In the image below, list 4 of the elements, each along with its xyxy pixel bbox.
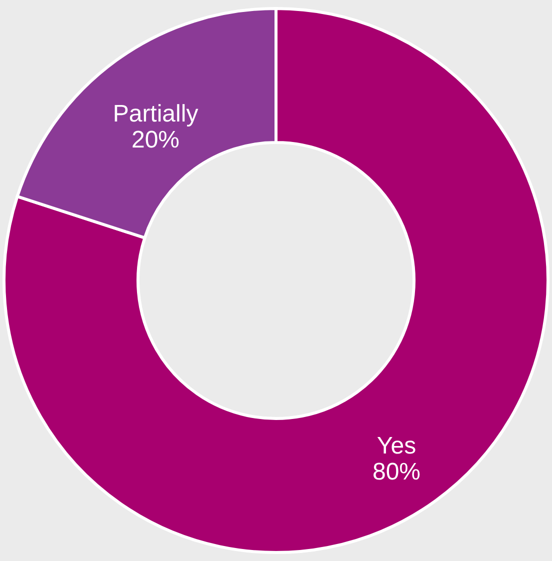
slice-label: Partially: [112, 100, 198, 128]
data-label: 80%: [372, 458, 421, 486]
slice-label: Yes: [376, 432, 416, 460]
data-label: 20%: [131, 126, 180, 154]
